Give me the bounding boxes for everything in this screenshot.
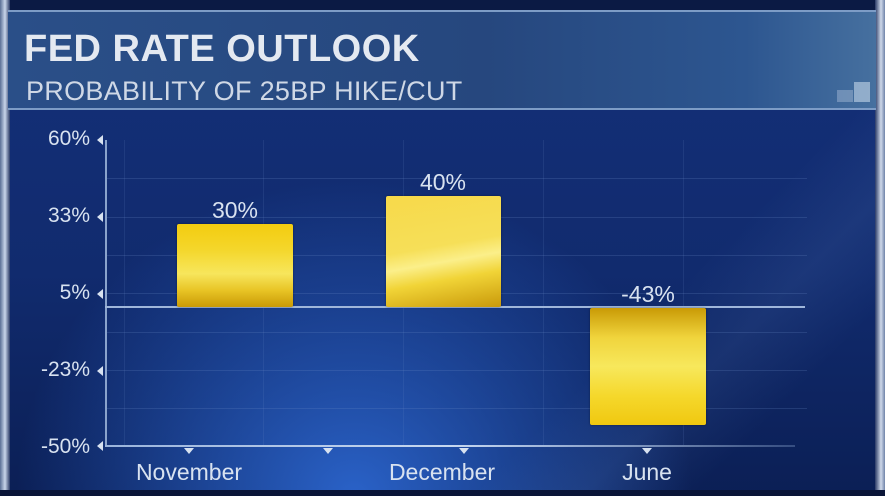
- zero-baseline: [105, 306, 805, 308]
- x-label-june: June: [622, 459, 672, 485]
- y-tick-arrow-icon: [97, 135, 103, 145]
- y-tick-label: 60%: [47, 127, 90, 150]
- gridline: [107, 178, 807, 179]
- y-tick-arrow-icon: [97, 366, 103, 376]
- gridline: [107, 370, 807, 371]
- y-tick-label: 5%: [59, 281, 90, 304]
- x-tick-arrow-icon: [642, 448, 652, 454]
- gridline: [107, 332, 807, 333]
- bar-value-label-december: 40%: [419, 169, 467, 195]
- bar-value-label-june: -43%: [621, 281, 675, 307]
- y-tick-label: -50%: [40, 435, 90, 458]
- right-frame-edge: [875, 0, 885, 496]
- y-tick-arrow-icon: [97, 212, 103, 222]
- y-tick-label: 33%: [47, 204, 90, 227]
- y-tick-label: -23%: [40, 358, 90, 381]
- x-label-november: November: [135, 459, 243, 485]
- bar-december: [386, 196, 501, 307]
- left-frame-edge: [0, 0, 10, 496]
- bar-november: [177, 224, 293, 307]
- x-tick-arrow-icon: [459, 448, 469, 454]
- bottom-border: [0, 490, 885, 496]
- gridline: [107, 408, 807, 409]
- decorative-squares-icon: [834, 78, 870, 102]
- x-axis: [105, 445, 795, 447]
- x-tick-arrow-icon: [323, 448, 333, 454]
- gridline: [124, 140, 125, 445]
- chart-subtitle: PROBABILITY OF 25BP HIKE/CUT: [26, 76, 463, 106]
- y-axis: [105, 140, 107, 447]
- gridline: [683, 140, 684, 445]
- x-label-december: December: [388, 459, 496, 485]
- chart-title: FED RATE OUTLOOK: [24, 28, 420, 70]
- gridline: [543, 140, 544, 445]
- header-panel: FED RATE OUTLOOK PROBABILITY OF 25BP HIK…: [8, 10, 876, 110]
- bar-june: [590, 308, 706, 425]
- bar-value-label-november: 30%: [211, 197, 259, 223]
- y-tick-arrow-icon: [97, 289, 103, 299]
- y-tick-arrow-icon: [97, 441, 103, 451]
- x-tick-arrow-icon: [184, 448, 194, 454]
- top-border: [0, 0, 885, 10]
